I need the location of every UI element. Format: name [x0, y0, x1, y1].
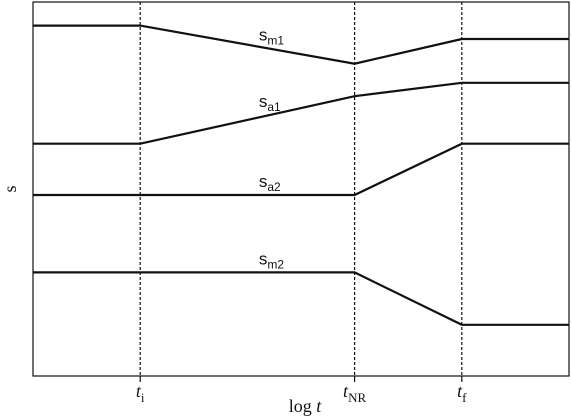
series-label-sa1: sa1	[259, 92, 281, 114]
series-line-sa2	[33, 142, 569, 197]
x-tick-label-f: tf	[457, 381, 467, 405]
x-tick-label-sub: f	[462, 390, 467, 405]
series-label-sm2: sm2	[259, 249, 284, 271]
x-tick-label-sub: NR	[348, 390, 366, 405]
series-label-sub: a2	[267, 180, 281, 194]
series-label-base: s	[259, 25, 268, 44]
series-label-sub: m1	[267, 33, 284, 47]
x-tick-labels: ti tNR tf	[136, 381, 467, 405]
x-tick-label-var: t	[457, 381, 463, 401]
series-lines	[33, 24, 569, 326]
series-line-sa1	[33, 81, 569, 145]
y-axis-label: s	[0, 185, 20, 192]
x-axis-label-var: t	[316, 396, 322, 416]
x-tick-label-var: t	[343, 381, 349, 401]
series-label-sub: a1	[267, 100, 281, 114]
x-tick-label-var: t	[136, 381, 142, 401]
x-tick-label-i: ti	[136, 381, 145, 405]
y-axis-label-text: s	[0, 185, 20, 192]
series-label-base: s	[259, 249, 268, 268]
plot-frame	[32, 1, 570, 377]
series-label-sa2: sa2	[259, 172, 281, 194]
series-label-base: s	[259, 92, 268, 111]
series-line-sm1	[33, 24, 569, 65]
x-axis-label: log t	[289, 396, 323, 416]
series-label-sm1: sm1	[259, 25, 284, 47]
x-tick-label-sub: i	[141, 390, 145, 405]
marker-lines	[139, 2, 463, 382]
x-tick-label-NR: tNR	[343, 381, 366, 405]
series-label-base: s	[259, 172, 268, 191]
x-axis-label-prefix: log	[289, 396, 317, 416]
series-line-sm2	[33, 271, 569, 326]
series-label-sub: m2	[267, 257, 284, 271]
